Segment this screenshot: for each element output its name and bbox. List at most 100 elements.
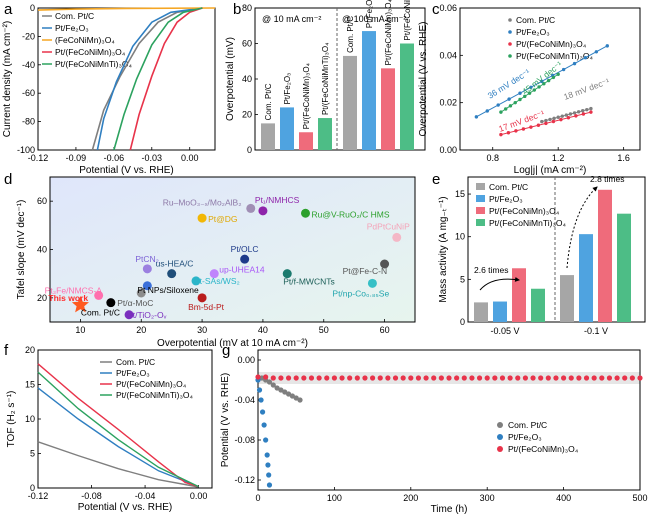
benchmark-label-d: Ru@V-RuO₂/C HMS: [312, 209, 390, 219]
x-axis-label-a: Potential (V vs. RHE): [79, 165, 173, 176]
x-tick-label-a: -0.03: [142, 153, 163, 163]
y-tick-label-c: 0.04: [439, 50, 457, 60]
series-line-f-1: [37, 387, 199, 488]
y-tick-label-d: 40: [37, 245, 47, 255]
benchmark-point-d: [106, 298, 116, 308]
stability-point-g-2: [454, 375, 460, 381]
stability-point-g-2: [377, 375, 383, 381]
stability-point-g-2: [614, 375, 620, 381]
stability-point-g-1: [266, 482, 273, 488]
y-axis-label-b: Overpotential (mV): [225, 37, 236, 121]
tafel-slope-label-c-0: 18 mV dec⁻¹: [562, 76, 611, 102]
bar-e: [531, 288, 545, 322]
series-line-a-3: [129, 7, 203, 151]
legend-e-swatch: [476, 195, 485, 202]
benchmark-label-d: Pt@DG: [208, 214, 237, 224]
legend-c-swatch-0: [508, 18, 512, 22]
y-tick-label-b: 80: [242, 3, 252, 13]
stability-point-g-2: [362, 375, 368, 381]
y-tick-label-c: 0.00: [439, 145, 457, 155]
legend-e-swatch: [476, 219, 485, 226]
legend-c-label-2: Pt/(FeCoNiMn)₃O₄: [516, 39, 587, 49]
legend-g-label-1: Pt/Fe₂O₃: [508, 432, 542, 442]
y-tick-label-a: -80: [22, 117, 35, 127]
tafel-point-c-2: [499, 132, 503, 137]
benchmark-point-d: [94, 290, 104, 300]
legend-c-swatch-1: [508, 30, 512, 34]
series-line-a-2: [37, 7, 216, 11]
x-tick-label-g: 400: [556, 493, 571, 503]
benchmark-label-d: Pt/OLC: [231, 244, 259, 254]
legend-a-label-4: Pt/(FeCoNiMnTi)₃O₄: [55, 59, 133, 69]
bar-label-b: Pt/(FeCoNiMn)₃O₄: [302, 63, 311, 129]
tafel-fit-c-2: [500, 111, 592, 136]
y-tick-label-c: 0.02: [439, 98, 457, 108]
benchmark-label-d: PtCN₂: [135, 254, 159, 264]
panel-letter-g: g: [222, 342, 230, 359]
stability-point-g-1: [256, 387, 263, 393]
series-line-a-0: [91, 7, 203, 151]
bar-e: [579, 234, 593, 322]
stability-point-g-2: [263, 374, 269, 380]
tafel-fit-c-0: [541, 108, 592, 123]
x-tick-label-f: 0.00: [190, 491, 208, 501]
stability-point-g-2: [347, 375, 353, 381]
x-tick-label-a: 0.00: [181, 153, 199, 163]
stability-point-g-2: [308, 375, 315, 381]
benchmark-point-d: [167, 269, 177, 279]
stability-point-g-2: [385, 375, 391, 381]
stability-point-g-2: [629, 375, 635, 381]
stability-point-g-2: [446, 375, 452, 381]
x-tick-label-g: 200: [403, 493, 418, 503]
y-tick-label-g: -0.04: [234, 395, 255, 405]
stability-point-g-2: [285, 375, 292, 381]
benchmark-label-d: PdPtCuNiP: [367, 221, 410, 231]
y-tick-label-e: 5: [460, 274, 465, 284]
stability-point-g-2: [339, 375, 345, 381]
legend-g-swatch-1: [497, 434, 503, 440]
x-tick-label-a: -0.06: [104, 153, 125, 163]
plot-frame-g: [257, 349, 641, 491]
benchmark-label-d: Pt₁/NMHCS: [255, 195, 300, 205]
this-work-star-marker: [71, 296, 89, 313]
bar-b: [318, 118, 332, 150]
stability-point-g-2: [278, 375, 284, 381]
y-tick-label-f: 15: [25, 380, 35, 390]
tafel-fit-c-1: [476, 45, 608, 118]
x-tick-label-f: -0.04: [135, 491, 156, 501]
plot-background-d: [50, 177, 415, 322]
y-tick-label-a: -60: [22, 88, 35, 98]
bar-e: [474, 302, 488, 322]
stability-point-g-2: [515, 375, 521, 381]
benchmark-label-d: Pt/f-MWCNTs: [283, 277, 334, 287]
benchmark-label-d: Pt-SAs/WS₂: [194, 276, 240, 286]
stability-point-g-2: [561, 375, 567, 381]
stability-point-g-0: [285, 391, 292, 397]
benchmark-label-d: Pt NPs/Siloxene: [137, 285, 199, 295]
stability-point-g-2: [301, 375, 307, 381]
stability-point-g-2: [461, 375, 467, 381]
series-line-f-2: [37, 363, 199, 488]
series-line-a-1: [96, 7, 203, 151]
group-label-b-0: @ 10 mA cm⁻²: [262, 14, 321, 24]
benchmark-label-d: Pt/α-MoC: [117, 298, 153, 308]
legend-e-swatch: [476, 183, 485, 190]
stability-point-g-2: [538, 375, 544, 381]
benchmark-label-d: Bm-5d-Pt: [188, 302, 225, 312]
benchmark-point-d: [392, 232, 402, 242]
legend-f-label-0: Com. Pt/C: [116, 357, 155, 367]
y-tick-label-a: -100: [17, 145, 35, 155]
x-tick-label-a: -0.09: [66, 153, 87, 163]
x-tick-label-d: 50: [319, 325, 329, 335]
bar-e: [512, 268, 526, 322]
stability-point-g-0: [293, 395, 299, 401]
stability-point-g-2: [522, 375, 529, 381]
stability-point-g-2: [499, 375, 506, 381]
stability-point-g-1: [259, 409, 266, 415]
legend-f-label-3: Pt/(FeCoNiMnTi)₃O₄: [116, 390, 194, 400]
legend-c-swatch-2: [508, 42, 512, 46]
y-tick-label-f: 10: [25, 414, 35, 424]
legend-a-label-2: (FeCoNiMn)₃O₄: [55, 35, 115, 45]
panel-letter-a: a: [4, 1, 13, 18]
